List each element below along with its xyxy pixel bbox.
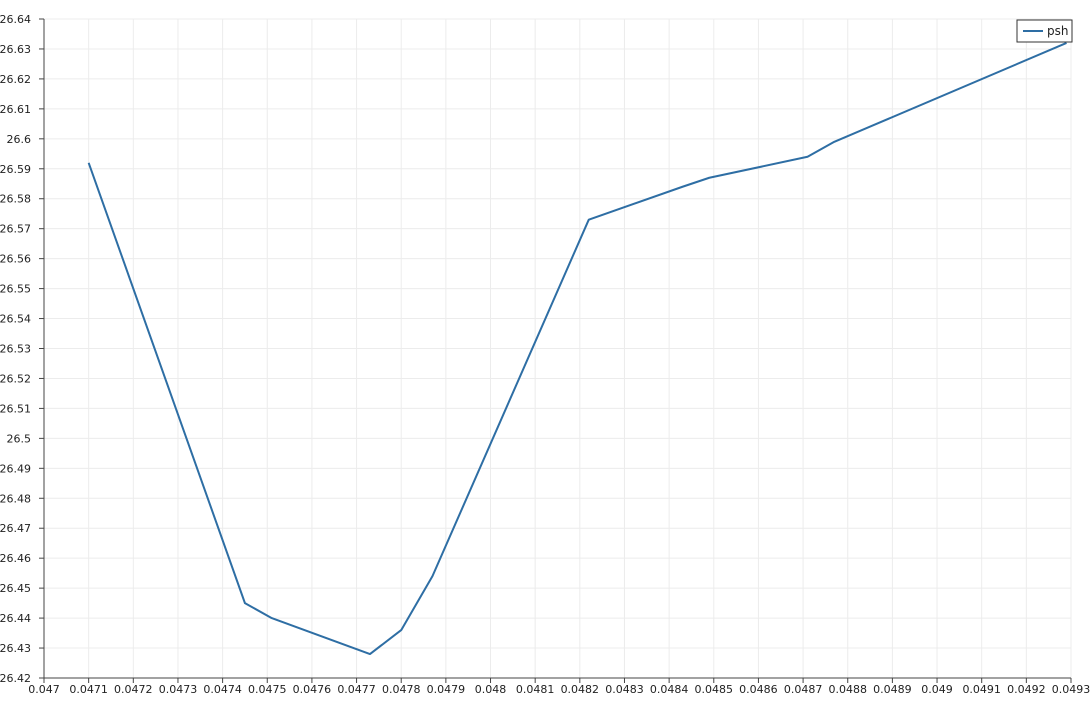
- y-tick-label: 26.47: [0, 522, 31, 535]
- x-tick-label: 0.0481: [516, 683, 555, 696]
- y-tick-label: 26.51: [0, 402, 31, 415]
- y-tick-label: 26.54: [0, 313, 31, 326]
- y-tick-label: 26.55: [0, 283, 31, 296]
- x-tick-label: 0.0493: [1052, 683, 1091, 696]
- x-tick-label: 0.0472: [114, 683, 153, 696]
- x-tick-label: 0.0489: [873, 683, 912, 696]
- series-line-psh: [87, 42, 1067, 656]
- y-tick-label: 26.48: [0, 492, 31, 505]
- y-tick-label: 26.45: [0, 582, 31, 595]
- x-tick-label: 0.0492: [1007, 683, 1046, 696]
- y-tick-label: 26.49: [0, 462, 31, 475]
- x-tick-label: 0.0491: [962, 683, 1001, 696]
- y-tick-label: 26.58: [0, 193, 31, 206]
- y-tick-label: 26.46: [0, 552, 31, 565]
- x-tick-label: 0.0482: [561, 683, 600, 696]
- y-tick-label: 26.5: [7, 432, 32, 445]
- x-tick-label: 0.0476: [293, 683, 332, 696]
- x-tick-label: 0.0487: [784, 683, 823, 696]
- x-tick-label: 0.047: [28, 683, 60, 696]
- y-tick-label: 26.6: [7, 133, 32, 146]
- y-tick-label: 26.53: [0, 343, 31, 356]
- x-tick-label: 0.0484: [650, 683, 689, 696]
- y-tick-label: 26.42: [0, 672, 31, 685]
- x-tick-label: 0.0478: [382, 683, 421, 696]
- legend-label: psh: [1047, 24, 1068, 38]
- y-tick-label: 26.44: [0, 612, 31, 625]
- y-tick-label: 26.61: [0, 103, 31, 116]
- y-tick-label: 26.57: [0, 223, 31, 236]
- x-tick-label: 0.0474: [203, 683, 242, 696]
- x-tick-label: 0.0471: [69, 683, 108, 696]
- axis-layer: 0.047 0.0471 0.0472 0.0473 0.0474 0.0475 0.047…: [0, 13, 1090, 696]
- y-tick-label: 26.63: [0, 43, 31, 56]
- x-tick-label: 0.0479: [427, 683, 466, 696]
- grid-layer: [43, 18, 1072, 679]
- y-tick-label: 26.59: [0, 163, 31, 176]
- y-tick-label: 26.64: [0, 13, 31, 26]
- x-tick-label: 0.0473: [159, 683, 198, 696]
- y-tick-label: 26.62: [0, 73, 31, 86]
- x-tick-label: 0.049: [921, 683, 953, 696]
- series-layer: [87, 42, 1067, 656]
- x-tick-label: 0.0486: [739, 683, 778, 696]
- x-tick-label: 0.048: [475, 683, 507, 696]
- x-tick-label: 0.0477: [337, 683, 376, 696]
- y-tick-label: 26.56: [0, 253, 31, 266]
- x-tick-label: 0.0483: [605, 683, 644, 696]
- legend: psh: [1016, 19, 1073, 43]
- x-tick-label: 0.0488: [828, 683, 867, 696]
- legend-box: [1016, 19, 1073, 43]
- y-tick-label: 26.43: [0, 642, 31, 655]
- x-tick-label: 0.0485: [695, 683, 734, 696]
- x-tick-label: 0.0475: [248, 683, 287, 696]
- y-tick-label: 26.52: [0, 372, 31, 385]
